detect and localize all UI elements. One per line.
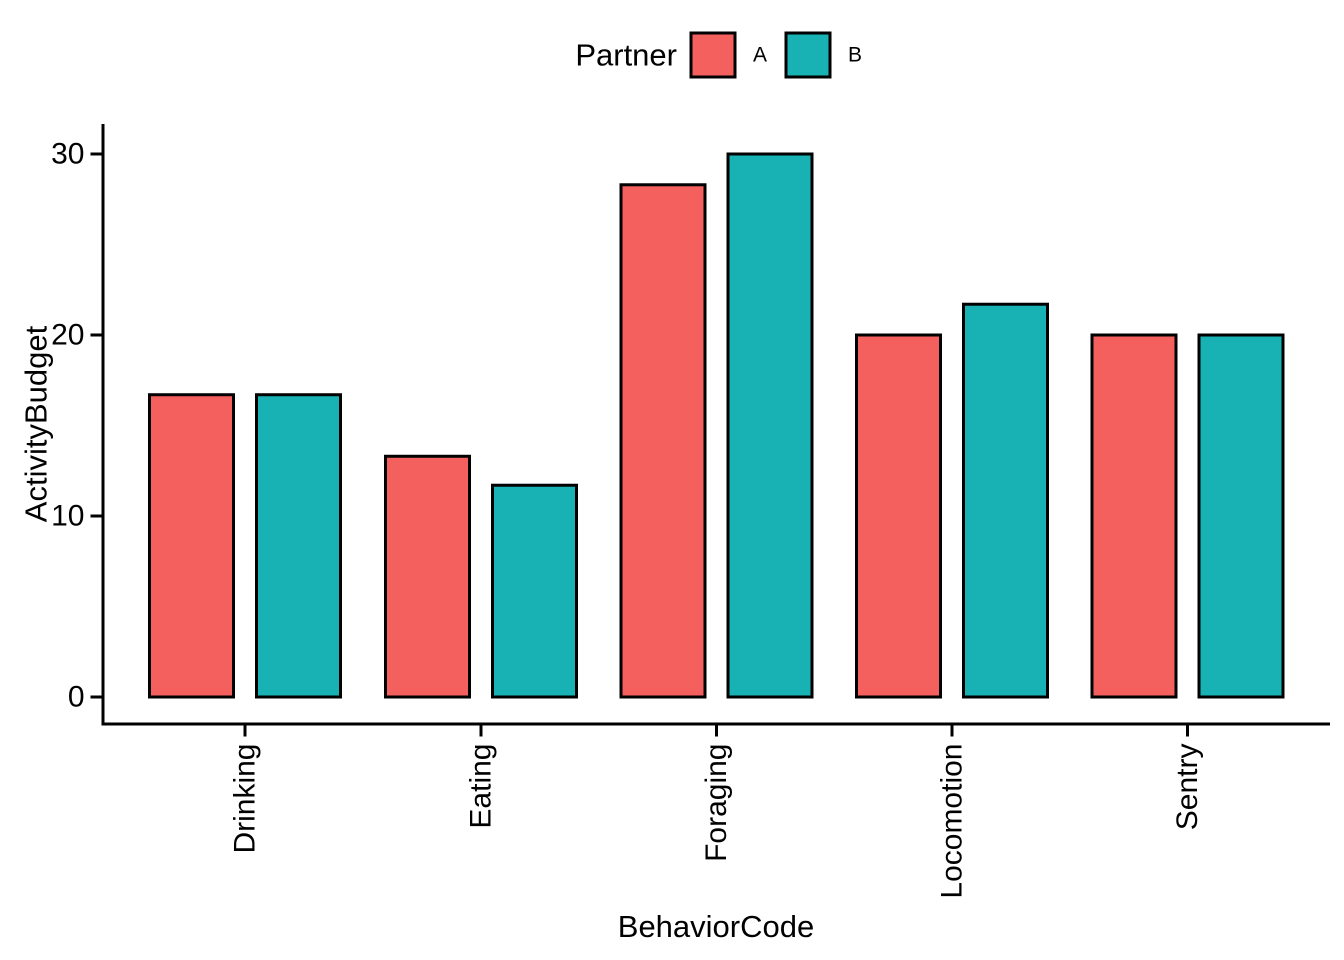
bar-sentry-b	[1197, 333, 1285, 699]
y-axis-ticks: 0 10 20 30	[51, 138, 102, 714]
y-axis-title: ActivityBudget	[19, 325, 54, 522]
legend-swatch-b	[784, 31, 832, 79]
bar-eating-a	[384, 454, 471, 699]
legend-title: Partner	[575, 38, 677, 73]
bar-eating-b	[491, 483, 578, 699]
x-category-label-foraging: Foraging	[700, 744, 733, 862]
x-category-label-locomotion: Locomotion	[936, 744, 969, 899]
x-category-label-sentry: Sentry	[1171, 744, 1204, 831]
y-tick-label: 10	[51, 500, 84, 533]
bar-sentry-a	[1090, 333, 1178, 699]
bar-locomotion-a	[855, 333, 942, 699]
x-axis-ticks: Drinking Eating Foraging Locomotion Sentry	[229, 725, 1204, 899]
y-tick-label: 20	[51, 319, 84, 352]
y-tick-label: 0	[68, 681, 85, 714]
bar-drinking-b	[255, 393, 342, 699]
bar-foraging-b	[726, 152, 814, 699]
bar-foraging-a	[619, 183, 707, 699]
legend-swatch-a	[689, 31, 737, 79]
x-category-label-drinking: Drinking	[229, 744, 262, 854]
plot-panel: 0 10 20 30 Drinking Eating Foraging Locomotion…	[19, 124, 1330, 944]
legend-label-b: B	[848, 44, 862, 67]
y-tick-label: 30	[51, 138, 84, 171]
x-category-label-eating: Eating	[465, 744, 498, 829]
bars-group	[148, 152, 1285, 699]
x-axis-title: BehaviorCode	[618, 909, 814, 944]
legend-label-a: A	[753, 44, 767, 67]
bar-drinking-a	[148, 393, 235, 699]
bar-locomotion-b	[962, 302, 1049, 699]
